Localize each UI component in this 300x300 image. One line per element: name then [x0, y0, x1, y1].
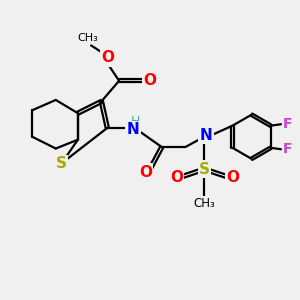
- Text: CH₃: CH₃: [78, 32, 98, 43]
- Text: O: O: [143, 73, 157, 88]
- Text: F: F: [283, 117, 292, 131]
- Text: H: H: [130, 115, 140, 128]
- Text: S: S: [199, 162, 210, 177]
- Text: O: O: [226, 170, 239, 185]
- Text: F: F: [283, 142, 292, 156]
- Text: CH₃: CH₃: [194, 197, 215, 210]
- Text: N: N: [127, 122, 139, 137]
- Text: S: S: [56, 156, 67, 171]
- Text: N: N: [200, 128, 212, 143]
- Text: O: O: [139, 165, 152, 180]
- Text: O: O: [170, 170, 183, 185]
- Text: O: O: [101, 50, 114, 65]
